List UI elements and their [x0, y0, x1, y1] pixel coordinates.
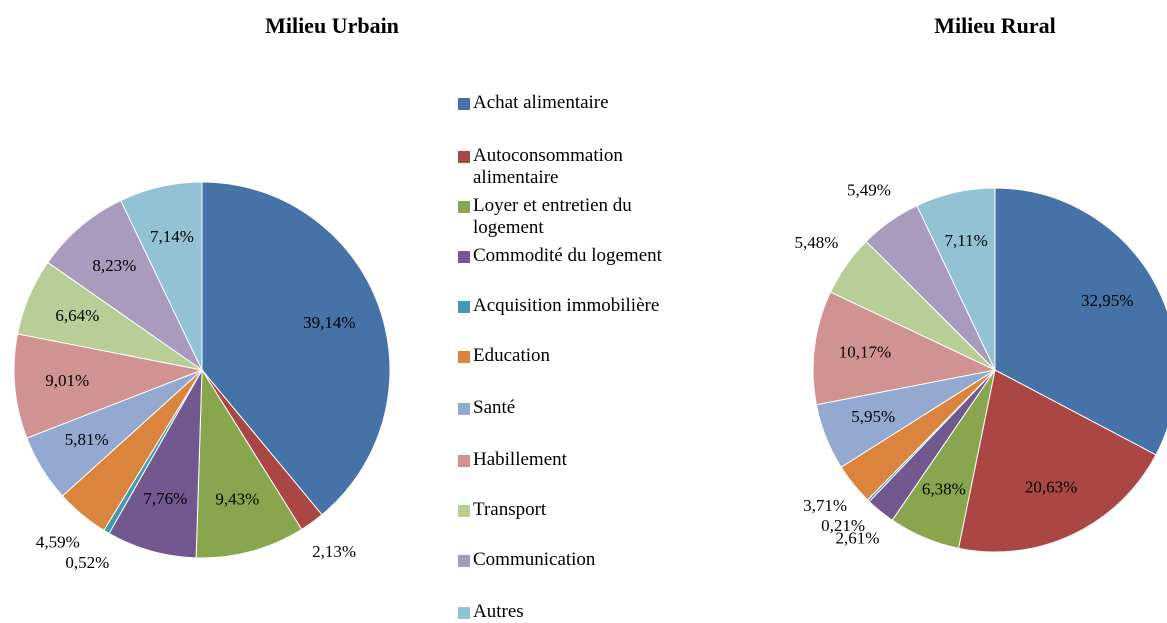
pie-slice — [916, 187, 996, 371]
data-label: 2,61% — [835, 529, 879, 548]
data-label: 6,38% — [922, 480, 966, 499]
data-label: 6,64% — [55, 306, 99, 325]
data-label: 0,52% — [65, 553, 109, 572]
data-label: 5,48% — [794, 233, 838, 252]
chart-title: Milieu Rural — [934, 13, 1056, 38]
legend-label: Commodité du logement — [473, 245, 662, 266]
legend-label: Achat alimentaire — [473, 92, 609, 113]
data-label: 0,21% — [821, 516, 865, 535]
legend-swatch — [458, 607, 470, 619]
legend-label: Loyer et entretien du logement — [473, 195, 632, 238]
legend-label: Habillement — [473, 449, 567, 470]
pie-slice — [994, 187, 1167, 456]
legend-item: Commodité du logement — [458, 245, 678, 267]
legend-swatch — [458, 455, 470, 467]
data-label: 10,17% — [839, 343, 891, 362]
legend-label: Autoconsommation alimentaire — [473, 145, 623, 188]
data-label: 4,59% — [36, 532, 80, 551]
pie-slice — [201, 181, 391, 516]
legend-item: Acquisition immobilière — [458, 295, 678, 317]
pie-slice — [13, 333, 204, 439]
legend-swatch — [458, 505, 470, 517]
chart-title: Milieu Urbain — [265, 13, 399, 38]
data-label: 7,76% — [143, 489, 187, 508]
legend-label: Education — [473, 345, 551, 366]
legend-label: Acquisition immobilière — [473, 295, 660, 316]
legend-label: Autres — [473, 601, 524, 622]
data-label: 7,14% — [150, 227, 194, 246]
legend-swatch — [458, 301, 470, 313]
legend-label: Communication — [473, 549, 596, 570]
legend-swatch — [458, 151, 470, 163]
legend-swatch — [458, 201, 470, 213]
legend-swatch — [458, 98, 470, 110]
legend-label: Santé — [473, 397, 516, 418]
pie-slice — [120, 181, 203, 371]
legend-item: Loyer et entretien du logement — [458, 195, 678, 239]
legend-item: Autres — [458, 601, 678, 623]
legend-item: Communication — [458, 549, 678, 571]
data-label: 39,14% — [303, 313, 355, 332]
legend-swatch — [458, 403, 470, 415]
legend-item: Habillement — [458, 449, 678, 471]
pie-slice — [812, 291, 997, 406]
data-label: 7,11% — [945, 231, 988, 250]
pie-slice — [957, 369, 1157, 553]
pie-slice — [195, 368, 303, 559]
legend-item: Education — [458, 345, 678, 367]
legend-item: Transport — [458, 499, 678, 521]
data-label: 5,49% — [847, 181, 891, 200]
data-label: 8,23% — [92, 256, 136, 275]
data-label: 2,13% — [312, 542, 356, 561]
data-label: 9,01% — [45, 371, 89, 390]
data-label: 5,81% — [65, 430, 109, 449]
legend-swatch — [458, 351, 470, 363]
legend-swatch — [458, 555, 470, 567]
data-label: 5,95% — [851, 407, 895, 426]
pie-slice — [47, 199, 204, 372]
legend-item: Autoconsommation alimentaire — [458, 145, 678, 189]
legend-item: Santé — [458, 397, 678, 419]
data-label: 9,43% — [215, 490, 259, 509]
data-label: 20,63% — [1025, 477, 1077, 496]
data-label: 3,71% — [803, 496, 847, 515]
legend-swatch — [458, 251, 470, 263]
data-label: 32,95% — [1081, 291, 1133, 310]
legend-item: Achat alimentaire — [458, 92, 678, 114]
legend-label: Transport — [473, 499, 547, 520]
